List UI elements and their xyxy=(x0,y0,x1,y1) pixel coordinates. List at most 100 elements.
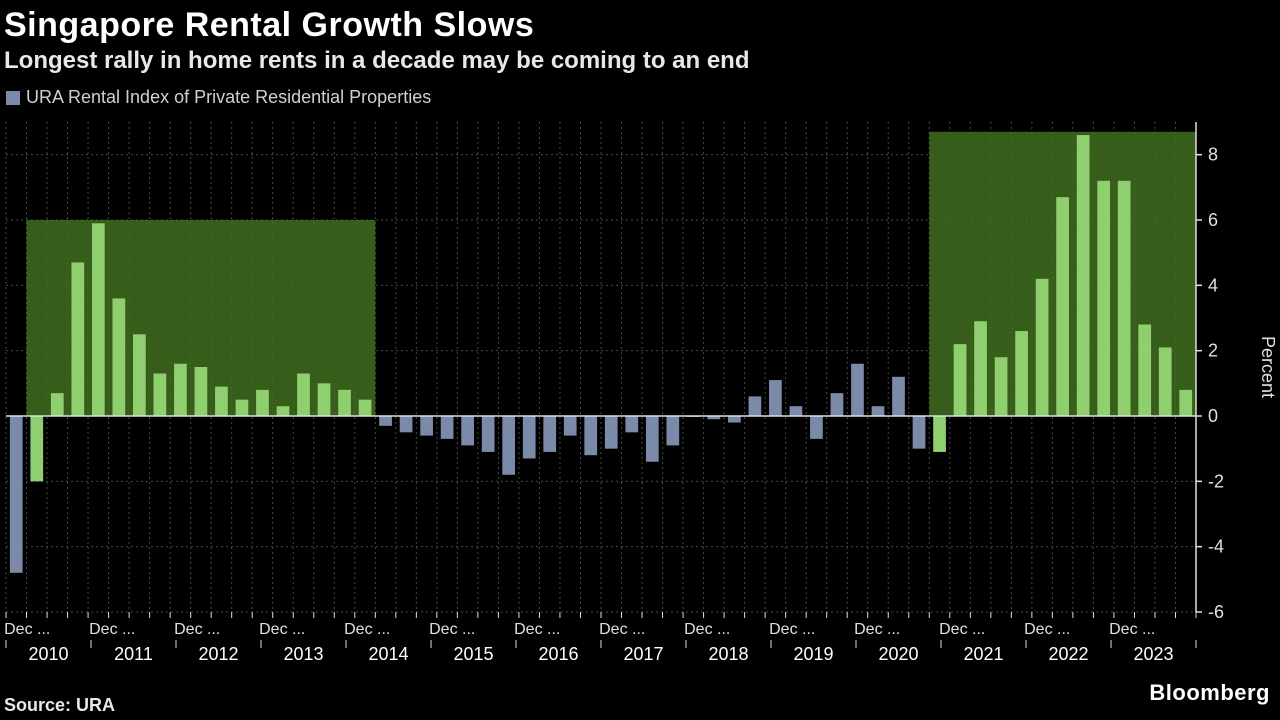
bar xyxy=(646,416,659,462)
source-label: Source: URA xyxy=(4,695,115,716)
bar xyxy=(933,416,946,452)
chart-title: Singapore Rental Growth Slows xyxy=(0,0,1280,45)
bar xyxy=(441,416,454,439)
y-tick-label: -2 xyxy=(1208,471,1224,491)
x-year-label: 2012 xyxy=(198,644,238,664)
bar xyxy=(1077,135,1090,416)
bar xyxy=(892,377,905,416)
legend-swatch-icon xyxy=(6,91,20,105)
y-tick-label: 0 xyxy=(1208,406,1218,426)
x-tick-label: Dec ... xyxy=(769,621,815,638)
bar xyxy=(831,393,844,416)
bar xyxy=(872,406,885,416)
x-year-label: 2022 xyxy=(1048,644,1088,664)
x-year-label: 2014 xyxy=(368,644,408,664)
x-tick-label: Dec ... xyxy=(174,621,220,638)
bar xyxy=(297,374,310,416)
bar xyxy=(400,416,413,432)
x-year-label: 2017 xyxy=(623,644,663,664)
x-year-label: 2011 xyxy=(114,644,153,664)
x-tick-label: Dec ... xyxy=(939,621,985,638)
x-tick-label: Dec ... xyxy=(89,621,135,638)
x-tick-label: Dec ... xyxy=(429,621,475,638)
bar xyxy=(564,416,577,436)
bar xyxy=(215,387,228,416)
bar xyxy=(1015,331,1028,416)
bar xyxy=(543,416,556,452)
x-tick-label: Dec ... xyxy=(259,621,305,638)
bar xyxy=(338,390,351,416)
bar xyxy=(666,416,679,445)
chart-container: -6 -4 -2 0 2 4 6 8 Percent Dec ... 2010 Dec ... 2011… xyxy=(0,112,1280,672)
legend-label: URA Rental Index of Private Residential … xyxy=(26,87,431,108)
bar xyxy=(1159,347,1172,416)
x-year-label: 2020 xyxy=(878,644,918,664)
y-tick-label: 2 xyxy=(1208,341,1218,361)
bar xyxy=(810,416,823,439)
x-tick-label: Dec ... xyxy=(684,621,730,638)
bar xyxy=(913,416,926,449)
bar xyxy=(30,416,43,481)
bar xyxy=(379,416,392,426)
bar xyxy=(51,393,64,416)
bar xyxy=(359,400,372,416)
bar xyxy=(10,416,23,573)
x-tick-label: Dec ... xyxy=(514,621,560,638)
bar xyxy=(605,416,618,449)
bar xyxy=(174,364,187,416)
bar xyxy=(277,406,290,416)
y-tick-label: 8 xyxy=(1208,145,1218,165)
bar xyxy=(790,406,803,416)
bar xyxy=(1036,279,1049,416)
legend: URA Rental Index of Private Residential … xyxy=(0,81,1280,112)
bar xyxy=(728,416,741,423)
x-year-label: 2015 xyxy=(453,644,493,664)
x-tick-label: Dec ... xyxy=(344,621,390,638)
x-year-label: 2018 xyxy=(708,644,748,664)
brand-label: Bloomberg xyxy=(1149,680,1270,706)
bar xyxy=(749,396,762,416)
y-tick-label: -4 xyxy=(1208,537,1224,557)
bar xyxy=(625,416,638,432)
bar xyxy=(851,364,864,416)
bar xyxy=(92,223,105,416)
x-year-label: 2010 xyxy=(28,644,68,664)
bar xyxy=(236,400,249,416)
bar xyxy=(974,321,987,416)
bar xyxy=(502,416,515,475)
bar xyxy=(71,262,84,416)
bar-chart: -6 -4 -2 0 2 4 6 8 Percent Dec ... 2010 Dec ... 2011… xyxy=(0,112,1280,672)
bar xyxy=(995,357,1008,416)
y-tick-label: 4 xyxy=(1208,275,1218,295)
bar xyxy=(318,383,331,416)
bar xyxy=(154,374,167,416)
x-tick-label: Dec ... xyxy=(854,621,900,638)
bar xyxy=(195,367,208,416)
bar xyxy=(769,380,782,416)
bar xyxy=(256,390,269,416)
bar xyxy=(420,416,433,436)
x-year-label: 2013 xyxy=(283,644,323,664)
bar xyxy=(523,416,536,458)
y-tick-label: -6 xyxy=(1208,602,1224,622)
bar xyxy=(1097,181,1110,416)
bar xyxy=(482,416,495,452)
bar xyxy=(133,334,146,416)
x-year-label: 2016 xyxy=(538,644,578,664)
bar xyxy=(1056,197,1069,416)
bar xyxy=(1138,325,1151,416)
x-year-label: 2019 xyxy=(793,644,833,664)
chart-subtitle: Longest rally in home rents in a decade … xyxy=(0,45,1280,81)
x-tick-label: Dec ... xyxy=(599,621,645,638)
x-year-label: 2023 xyxy=(1133,644,1173,664)
x-tick-label: Dec ... xyxy=(1024,621,1070,638)
y-axis-title: Percent xyxy=(1258,336,1278,398)
bar xyxy=(461,416,474,445)
x-tick-label: Dec ... xyxy=(1109,621,1155,638)
bar xyxy=(954,344,967,416)
y-tick-label: 6 xyxy=(1208,210,1218,230)
x-year-label: 2021 xyxy=(963,644,1003,664)
bar xyxy=(584,416,597,455)
bar xyxy=(1179,390,1192,416)
bar xyxy=(1118,181,1131,416)
